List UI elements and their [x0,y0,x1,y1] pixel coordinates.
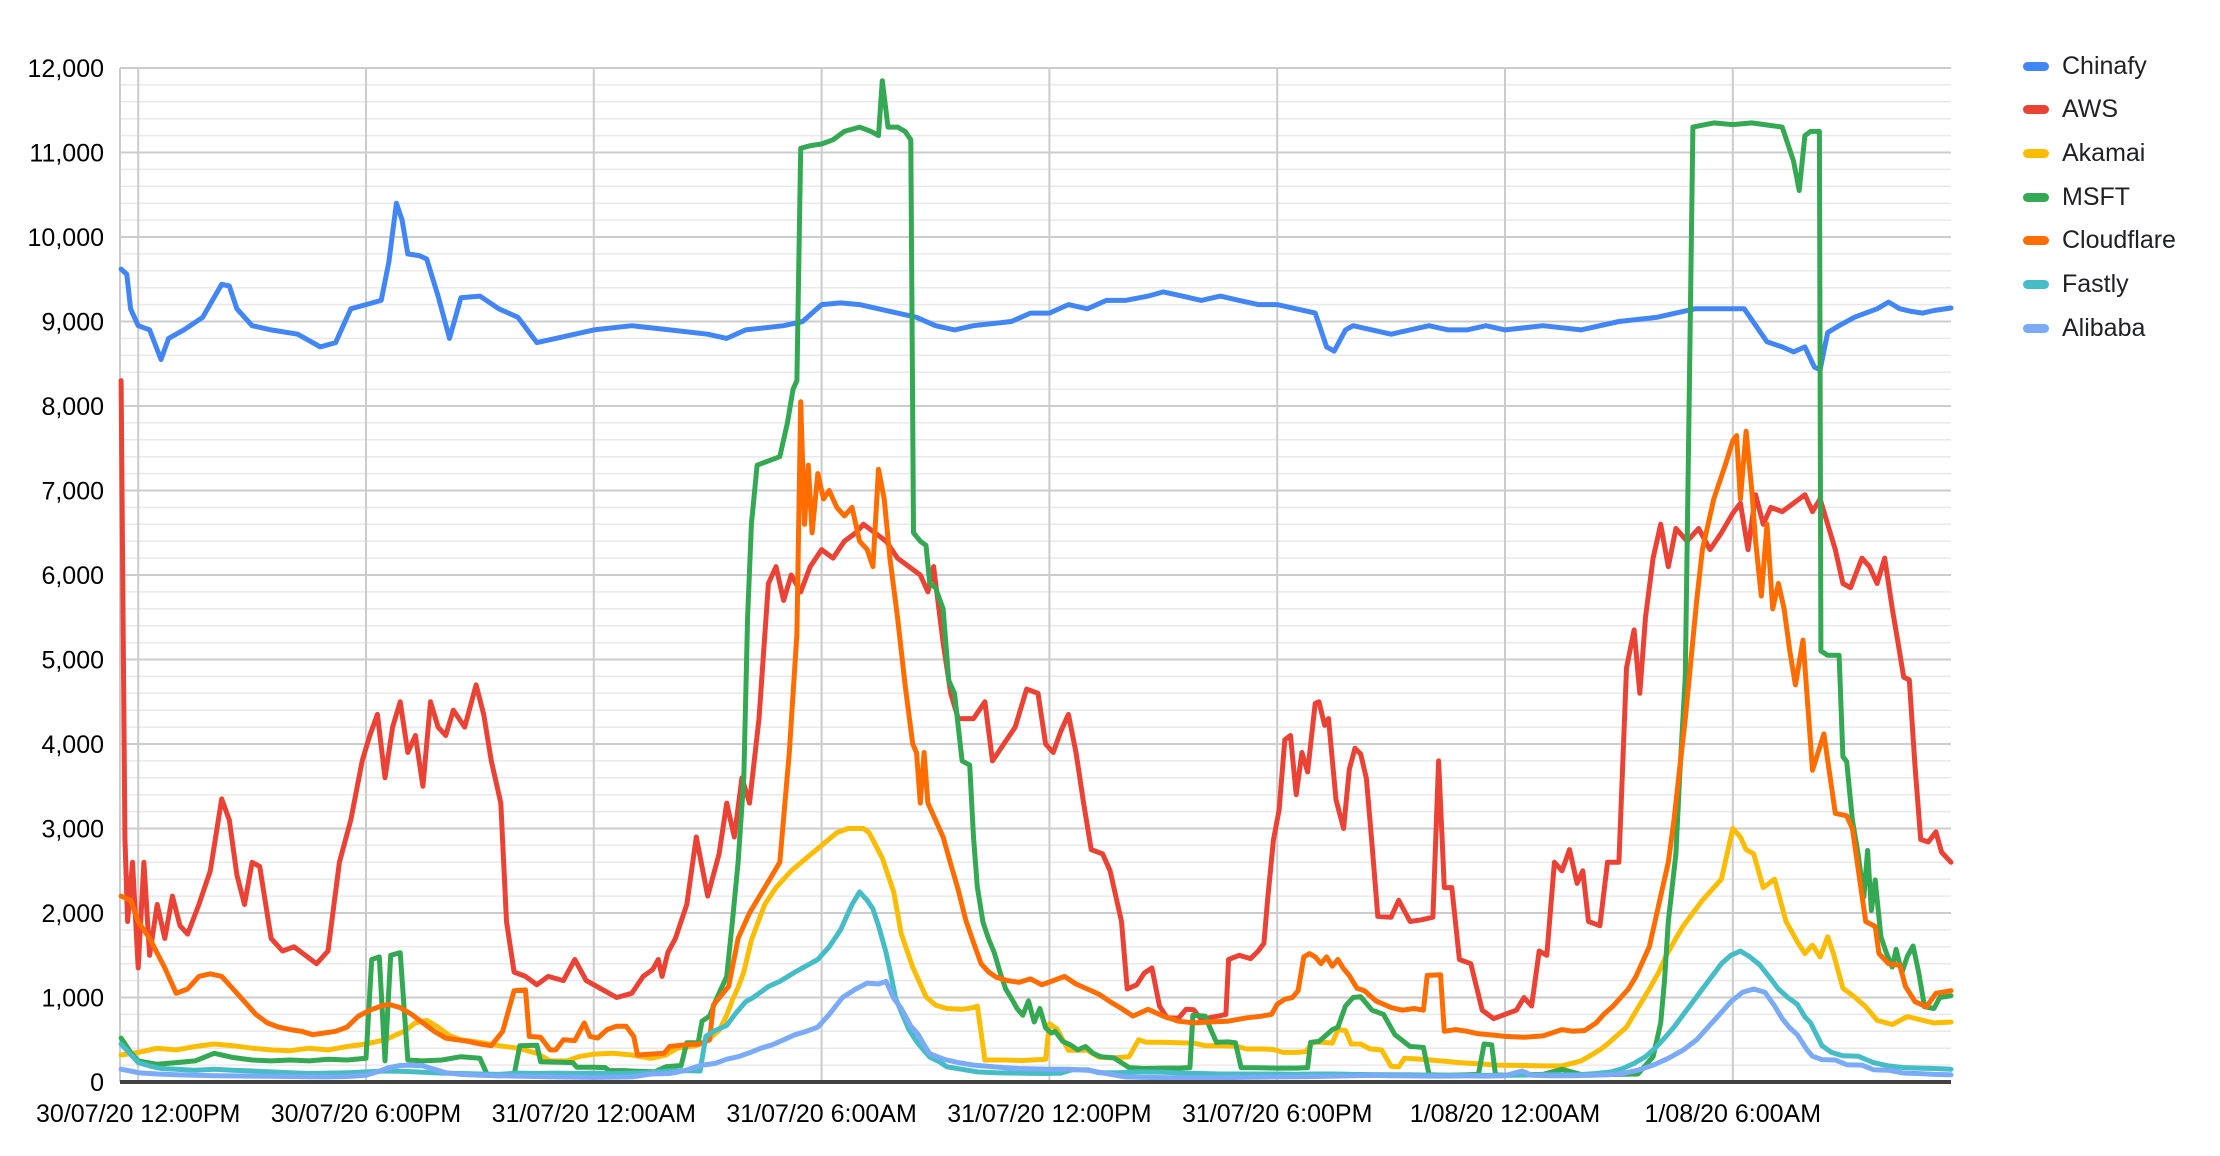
x-axis-tick-label: 31/07/20 12:00AM [492,1100,696,1128]
legend-item-msft[interactable]: MSFT [2023,183,2130,211]
legend-item-fastly[interactable]: Fastly [2023,270,2129,299]
x-axis-tick-label: 1/08/20 12:00AM [1410,1100,1600,1128]
x-axis-tick-label: 30/07/20 6:00PM [271,1100,461,1128]
x-axis-tick-label: 31/07/20 6:00AM [726,1100,916,1128]
legend-item-chinafy[interactable]: Chinafy [2023,52,2147,80]
y-axis-tick-label: 3,000 [41,816,104,844]
gridlines-major [120,67,1951,999]
y-axis-tick-label: 12,000 [28,55,104,83]
legend-label: Cloudflare [2062,226,2176,255]
legend-label: MSFT [2062,182,2131,211]
y-axis-tick-label: 9,000 [41,309,104,337]
legend-item-cloudflare[interactable]: Cloudflare [2023,226,2176,255]
legend-swatch-akamai [2023,148,2049,158]
series-line-alibaba[interactable] [118,978,1954,1081]
x-axis-tick-label: 31/07/20 6:00PM [1182,1100,1372,1128]
x-axis-tick-label: 31/07/20 12:00PM [947,1100,1151,1128]
legend-item-alibaba[interactable]: Alibaba [2023,314,2145,342]
legend-swatch-aws [2023,105,2049,115]
legend-item-aws[interactable]: AWS [2023,95,2119,124]
legend-item-akamai[interactable]: Akamai [2023,139,2145,167]
gridlines-vertical [119,68,1734,1082]
legend-label: AWS [2062,95,2119,124]
series-line-aws[interactable] [118,378,1954,1022]
legend-label: Chinafy [2062,51,2147,80]
x-axis-tick-label: 1/08/20 6:00AM [1645,1100,1822,1128]
legend-label: Akamai [2062,138,2146,167]
legend-swatch-alibaba [2023,323,2049,333]
legend-swatch-msft [2023,192,2049,202]
legend-label: Alibaba [2062,313,2146,342]
y-axis-tick-label: 11,000 [29,140,104,168]
legend-swatch-fastly [2023,280,2049,289]
legend-label: Fastly [2062,270,2129,298]
series-line-msft[interactable] [118,78,1954,1079]
y-axis-tick-label: 0 [90,1069,104,1097]
y-axis-tick-label: 6,000 [41,562,104,590]
y-axis-tick-label: 4,000 [41,731,104,759]
y-axis-labels: 0 1,000 2,000 3,000 4,000 5,000 6,000 7,000 8,00… [28,55,104,1097]
series-line-chinafy[interactable] [118,200,1954,373]
y-axis-tick-label: 7,000 [41,478,104,506]
legend-swatch-cloudflare [2023,236,2049,246]
series-lines [118,78,1954,1081]
x-axis-tick-label: 30/07/20 12:00PM [36,1100,240,1128]
y-axis-tick-label: 8,000 [41,393,104,421]
x-axis-labels: 30/07/20 12:00PM 30/07/20 6:00PM 31/07/20 … [36,1100,1821,1128]
legend-swatch-chinafy [2023,61,2049,71]
y-axis-tick-label: 10,000 [28,224,104,252]
y-axis-tick-label: 5,000 [41,647,104,675]
series-line-cloudflare[interactable] [118,399,1954,1058]
y-axis-tick-label: 1,000 [41,985,104,1013]
y-axis-tick-label: 2,000 [41,900,104,928]
